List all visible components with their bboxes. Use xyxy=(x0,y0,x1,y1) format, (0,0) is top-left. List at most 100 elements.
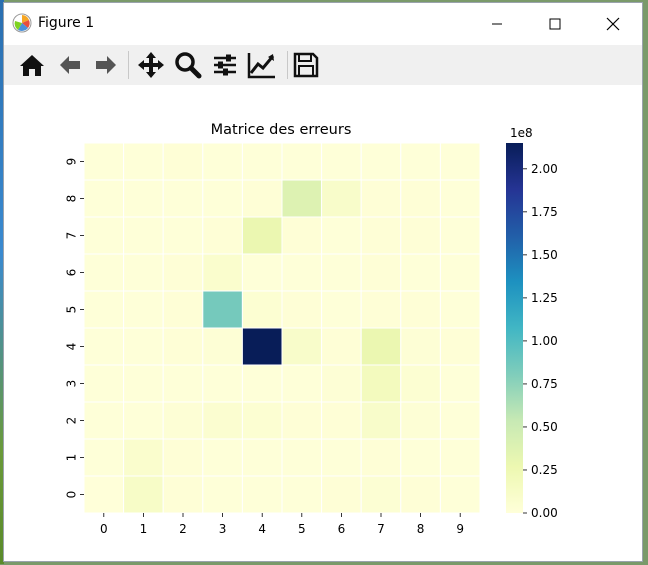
y-tick-label: 7 xyxy=(65,232,79,240)
heatmap-cell xyxy=(83,253,125,292)
heatmap-cell xyxy=(439,475,481,514)
heatmap-cell xyxy=(123,290,164,329)
save-button[interactable] xyxy=(290,49,322,81)
heatmap-cell xyxy=(400,327,441,366)
heatmap-cell xyxy=(281,253,323,292)
heatmap-cell xyxy=(202,438,243,477)
heatmap-cell xyxy=(321,401,362,440)
colorbar-tick-label: 1.00 xyxy=(531,334,558,348)
forward-button[interactable] xyxy=(90,49,122,81)
window-title: Figure 1 xyxy=(38,15,95,31)
heatmap-cell xyxy=(360,290,402,329)
heatmap-cell xyxy=(83,364,125,403)
heatmap-cell xyxy=(202,290,243,329)
heatmap-cell xyxy=(123,216,164,255)
colorbar-tick-label: 1.50 xyxy=(531,248,558,262)
close-button[interactable] xyxy=(584,3,642,45)
heatmap-cell xyxy=(400,142,441,181)
heatmap-cell xyxy=(162,216,204,255)
heatmap-cell xyxy=(439,438,481,477)
heatmap-cell xyxy=(123,179,164,218)
heatmap-cell xyxy=(241,364,283,403)
heatmap-cell xyxy=(400,179,441,218)
home-icon xyxy=(20,55,44,76)
minimize-icon xyxy=(492,23,502,25)
x-tick-label: 2 xyxy=(179,522,187,536)
heatmap-cell xyxy=(360,401,402,440)
x-tick-label: 8 xyxy=(417,522,425,536)
heatmap-cell xyxy=(241,142,283,181)
heatmap-cell xyxy=(360,142,402,181)
heatmap-cell xyxy=(162,142,204,181)
y-tick-label: 9 xyxy=(65,158,79,166)
x-tick-label: 7 xyxy=(377,522,385,536)
heatmap-cell xyxy=(360,216,402,255)
heatmap-cell xyxy=(439,253,481,292)
subplots-button[interactable] xyxy=(209,49,241,81)
heatmap-cell xyxy=(123,364,164,403)
heatmap-cell xyxy=(321,142,362,181)
heatmap-cell xyxy=(400,401,441,440)
subplots-icon xyxy=(214,54,236,76)
heatmap-cell xyxy=(162,401,204,440)
heatmap-cell xyxy=(162,179,204,218)
heatmap-cell xyxy=(83,475,125,514)
heatmap-cell xyxy=(439,179,481,218)
y-tick-label: 1 xyxy=(65,454,79,462)
back-button[interactable] xyxy=(54,49,86,81)
title-bar: Figure 1 xyxy=(4,3,642,45)
heatmap-cell xyxy=(162,290,204,329)
heatmap-cell xyxy=(439,290,481,329)
heatmap-cell xyxy=(321,475,362,514)
heatmap-cell xyxy=(123,253,164,292)
x-tick-label: 4 xyxy=(258,522,266,536)
heatmap-cell xyxy=(123,142,164,181)
heatmap-cell xyxy=(162,475,204,514)
heatmap-cell xyxy=(439,364,481,403)
heatmap-cell xyxy=(321,290,362,329)
heatmap-cell xyxy=(83,179,125,218)
heatmap-cell xyxy=(360,179,402,218)
heatmap-cell xyxy=(281,438,323,477)
heatmap-cell xyxy=(439,216,481,255)
save-icon xyxy=(293,52,319,78)
home-button[interactable] xyxy=(16,49,48,81)
y-tick-label: 0 xyxy=(65,491,79,499)
minimize-button[interactable] xyxy=(468,3,526,45)
x-tick-label: 1 xyxy=(140,522,148,536)
heatmap-cell xyxy=(360,253,402,292)
matplotlib-logo-icon xyxy=(12,13,32,33)
colorbar-tick-label: 0.50 xyxy=(531,420,558,434)
back-icon xyxy=(60,56,80,74)
heatmap-cell xyxy=(321,438,362,477)
heatmap-cell xyxy=(281,216,323,255)
heatmap-cell xyxy=(202,216,243,255)
heatmap-cell xyxy=(241,179,283,218)
heatmap-cell xyxy=(281,290,323,329)
figure-window: Figure 1 xyxy=(3,2,643,562)
heatmap-cell xyxy=(162,364,204,403)
maximize-button[interactable] xyxy=(526,3,584,45)
heatmap-cell xyxy=(400,253,441,292)
edit-axis-icon xyxy=(247,53,275,79)
heatmap-cell xyxy=(241,438,283,477)
y-tick-label: 6 xyxy=(65,269,79,277)
heatmap-cell xyxy=(202,401,243,440)
heatmap-cell xyxy=(321,253,362,292)
figure-canvas: Matrice des erreurs 0 1 2 3 4 5 6 7 8 9 0 1 2 3 4 5 6 7 8… xyxy=(4,85,642,561)
toolbar-separator xyxy=(128,51,129,79)
edit-axis-button[interactable] xyxy=(246,49,278,81)
desktop-background xyxy=(0,0,4,564)
heatmap-cell xyxy=(123,475,164,514)
colorbar xyxy=(506,143,523,513)
pan-icon xyxy=(138,52,164,78)
heatmap-cell xyxy=(83,327,125,366)
x-tick-label: 0 xyxy=(100,522,108,536)
colorbar-offset-label: 1e8 xyxy=(510,126,533,140)
colorbar-tick-label: 0.00 xyxy=(531,506,558,520)
heatmap-cell xyxy=(83,290,125,329)
heatmap-cell xyxy=(400,475,441,514)
zoom-button[interactable] xyxy=(172,49,204,81)
heatmap-cell xyxy=(123,327,164,366)
pan-button[interactable] xyxy=(135,49,167,81)
